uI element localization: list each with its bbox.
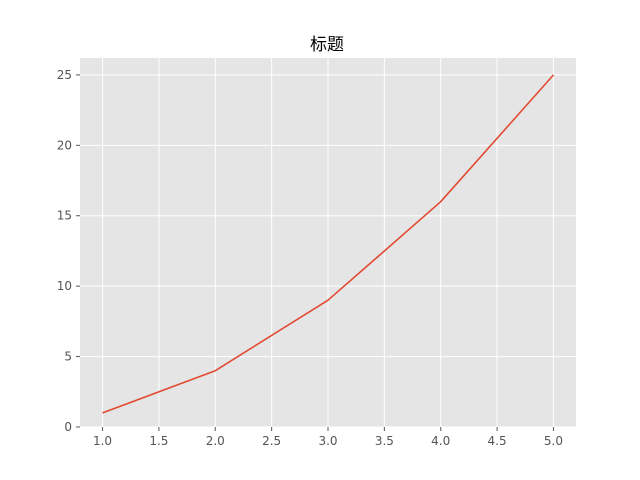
x-tick-label: 2.5 — [262, 434, 281, 448]
x-tick-label: 1.0 — [93, 434, 112, 448]
y-tick-label: 25 — [57, 68, 72, 82]
series-layer — [102, 74, 555, 414]
y-tick-label: 15 — [57, 209, 72, 223]
x-tick-label: 5.0 — [544, 434, 563, 448]
x-tick-label: 4.0 — [431, 434, 450, 448]
y-tick-label: 5 — [64, 350, 72, 364]
x-tick-label: 2.0 — [206, 434, 225, 448]
chart-title: 标题 — [310, 35, 344, 55]
x-tick-label: 3.0 — [318, 434, 337, 448]
y-tick-label: 20 — [57, 138, 72, 152]
y-tick-label: 10 — [57, 279, 72, 293]
x-tick-label: 1.5 — [149, 434, 168, 448]
series-line — [102, 74, 555, 414]
x-tick-label: 4.5 — [488, 434, 507, 448]
axis-ticks: 1.0 1.5 2.0 2.5 3.0 3.5 4.0 4.5 5.0 0 5 10 15 20 25 — [57, 68, 563, 448]
x-tick-label: 3.5 — [375, 434, 394, 448]
y-tick-label: 0 — [64, 420, 72, 434]
